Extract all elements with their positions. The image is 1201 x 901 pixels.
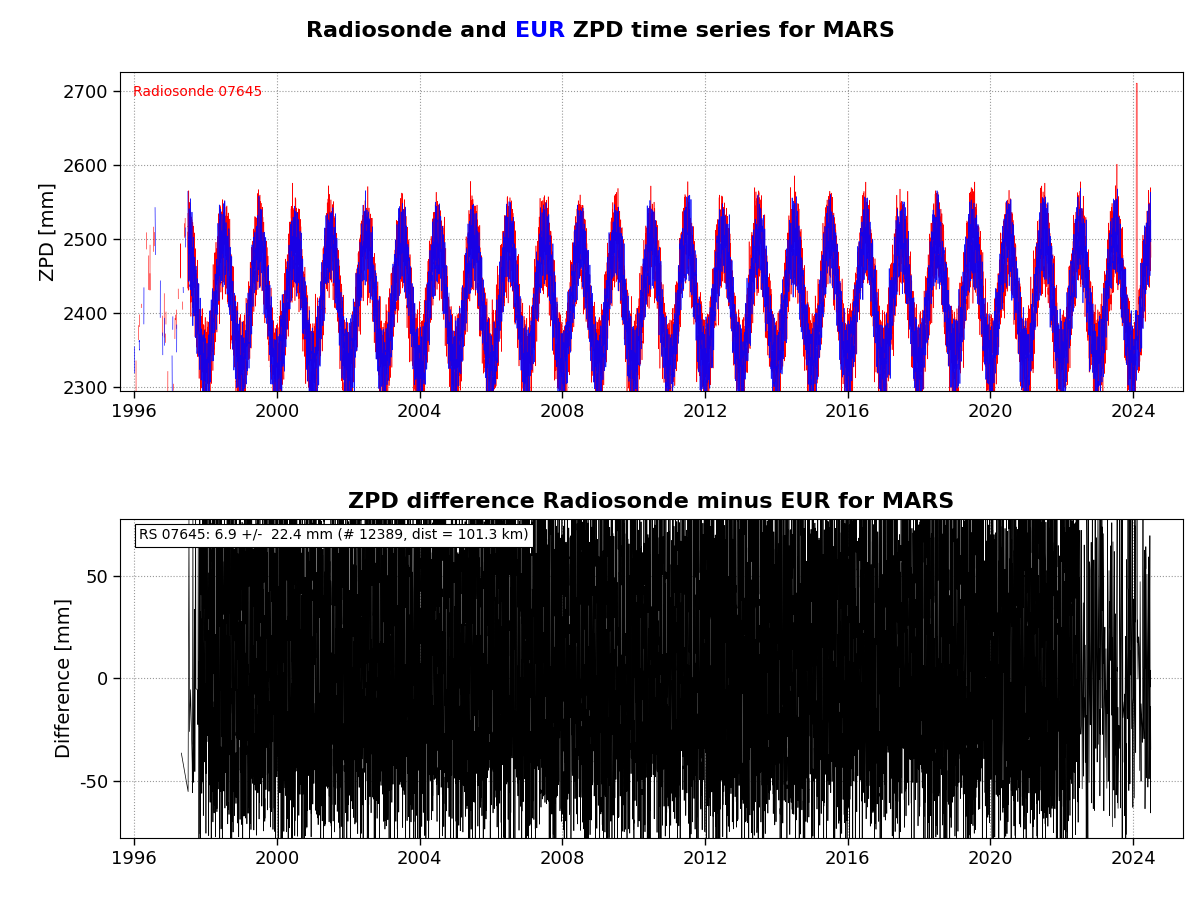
Text: Radiosonde 07645: Radiosonde 07645: [133, 85, 262, 99]
Text: RS 07645: 6.9 +/-  22.4 mm (# 12389, dist = 101.3 km): RS 07645: 6.9 +/- 22.4 mm (# 12389, dist…: [139, 528, 528, 542]
Text: EUR: EUR: [515, 21, 564, 41]
Text: Radiosonde and: Radiosonde and: [306, 21, 515, 41]
Y-axis label: Difference [mm]: Difference [mm]: [54, 598, 73, 759]
Y-axis label: ZPD [mm]: ZPD [mm]: [38, 182, 58, 281]
Title: ZPD difference Radiosonde minus EUR for MARS: ZPD difference Radiosonde minus EUR for …: [348, 492, 955, 512]
Text: ZPD time series for MARS: ZPD time series for MARS: [564, 21, 895, 41]
